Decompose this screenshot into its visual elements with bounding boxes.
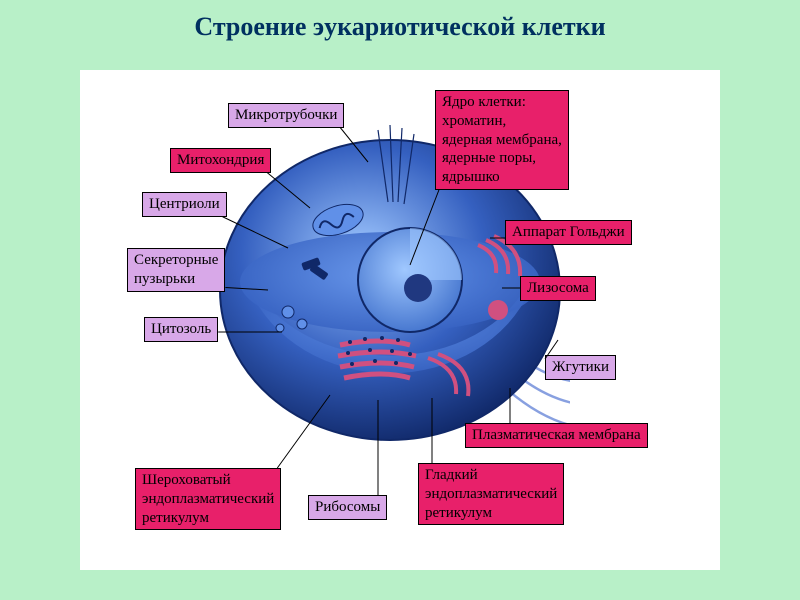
- page-title: Строение эукариотической клетки: [0, 12, 800, 42]
- label-membrane: Плазматическая мембрана: [465, 423, 648, 448]
- label-mitochondria: Митохондрия: [170, 148, 271, 173]
- label-smooth_er: Гладкий эндоплазматический ретикулум: [418, 463, 564, 525]
- label-microtubules: Микротрубочки: [228, 103, 344, 128]
- nucleus-icon: [358, 228, 462, 332]
- label-ribosomes: Рибосомы: [308, 495, 387, 520]
- label-vesicles: Секреторные пузырьки: [127, 248, 225, 292]
- label-lysosome: Лизосома: [520, 276, 596, 301]
- label-cytosol: Цитозоль: [144, 317, 218, 342]
- label-centrioles: Центриоли: [142, 192, 227, 217]
- label-nucleus: Ядро клетки: хроматин, ядерная мембрана,…: [435, 90, 569, 190]
- slide: Строение эукариотической клетки: [0, 0, 800, 600]
- label-rough_er: Шероховатый эндоплазматический ретикулум: [135, 468, 281, 530]
- label-flagella: Жгутики: [545, 355, 616, 380]
- lysosome-icon: [488, 300, 508, 320]
- label-golgi: Аппарат Гольджи: [505, 220, 632, 245]
